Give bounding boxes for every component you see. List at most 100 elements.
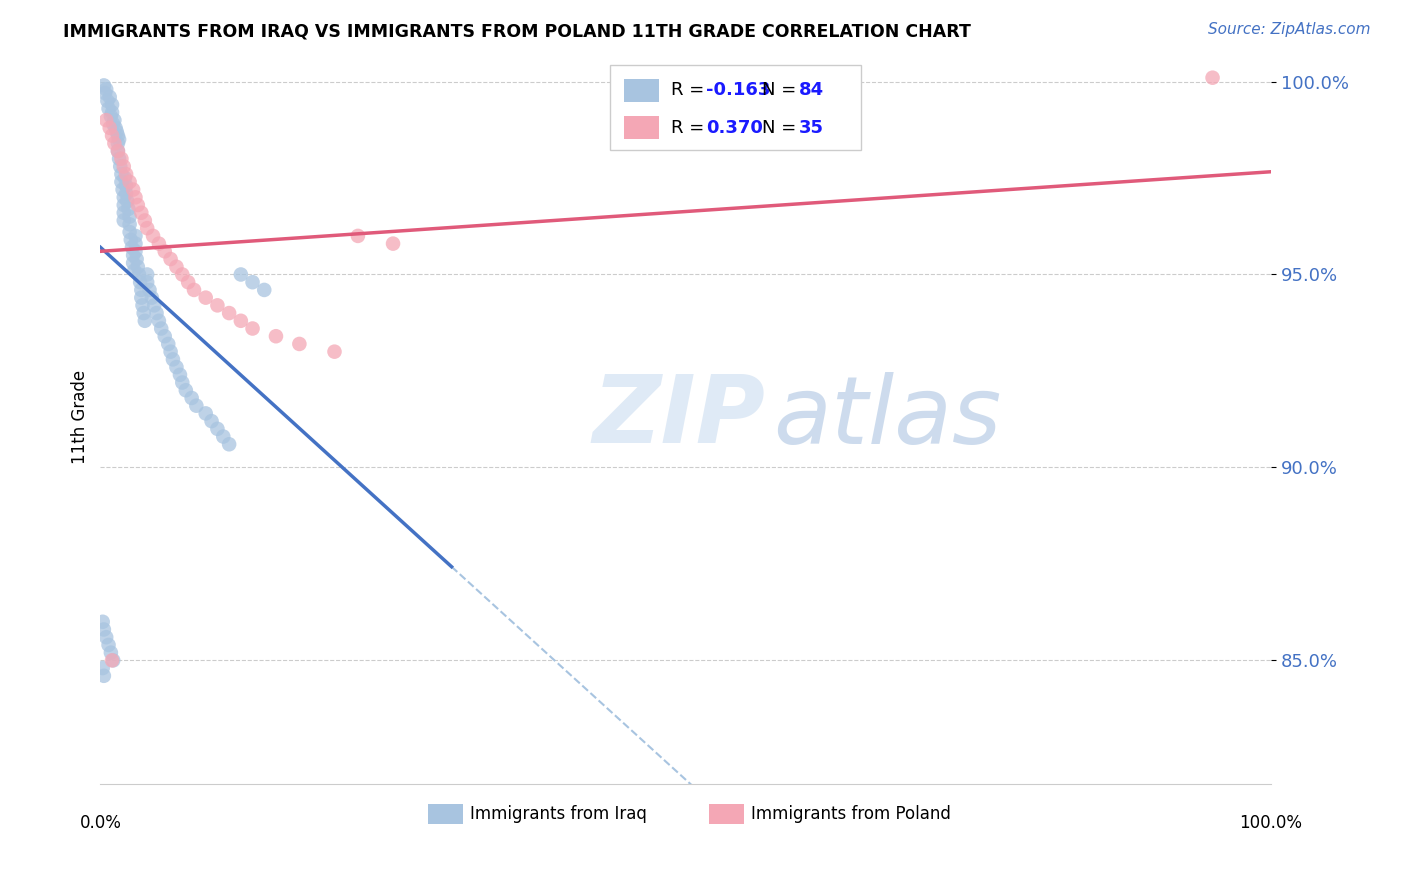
Point [94,86,117,100]
Point [229,314,252,328]
Point [136,275,159,289]
Point [91,661,114,675]
Point [138,283,160,297]
Point [194,291,217,305]
Point [93,78,115,93]
Point [1201,70,1223,85]
Point [148,314,170,328]
Point [207,298,229,312]
Point [264,329,287,343]
Point [159,252,181,266]
Point [131,291,153,305]
Point [112,206,135,220]
Point [96,113,118,128]
Point [103,653,125,667]
Point [382,236,405,251]
Point [165,360,187,375]
Point [142,228,165,243]
Point [108,152,131,166]
Y-axis label: 11th Grade: 11th Grade [72,370,89,465]
Point [172,268,194,282]
Text: R =: R = [671,81,710,99]
Point [121,240,143,254]
Point [96,82,118,96]
Point [112,190,135,204]
Point [112,213,135,227]
FancyBboxPatch shape [624,78,659,103]
Point [128,268,150,282]
Point [218,306,240,320]
Point [96,94,118,108]
Point [117,194,139,209]
Point [150,321,173,335]
Point [165,260,187,274]
Point [107,144,129,158]
Point [242,321,264,335]
Point [148,236,170,251]
Point [122,256,145,270]
Point [115,167,138,181]
Point [242,275,264,289]
Text: 0.0%: 0.0% [79,814,121,832]
Point [114,171,136,186]
Point [98,90,121,104]
Point [108,132,131,146]
Point [115,186,138,201]
Point [136,221,159,235]
Point [212,429,235,443]
Point [180,391,202,405]
Point [177,275,200,289]
Text: 35: 35 [799,119,824,136]
Point [93,669,115,683]
Point [118,217,141,231]
FancyBboxPatch shape [610,65,862,150]
Point [124,244,146,259]
Point [174,384,197,398]
Point [97,638,120,652]
Point [127,260,149,274]
Point [103,136,125,151]
Point [122,183,145,197]
Point [131,283,153,297]
Point [120,233,142,247]
Point [131,298,153,312]
Point [131,206,153,220]
Point [159,344,181,359]
Point [127,198,149,212]
Text: N =: N = [762,81,801,99]
Point [143,298,166,312]
Point [110,160,132,174]
Point [253,283,276,297]
Point [200,414,222,428]
Point [162,352,184,367]
Point [103,113,125,128]
Point [104,120,127,135]
Point [96,630,118,644]
Text: ZIP: ZIP [592,371,765,463]
Point [124,228,146,243]
Point [107,136,129,151]
Point [153,329,176,343]
Text: atlas: atlas [773,372,1002,463]
Point [100,109,122,123]
Text: R =: R = [671,119,710,136]
Point [129,275,152,289]
Point [117,202,139,216]
Text: 100.0%: 100.0% [1240,814,1302,832]
Point [145,306,167,320]
Point [110,175,132,189]
Point [347,228,370,243]
Point [100,646,122,660]
Point [124,236,146,251]
Point [153,244,176,259]
Point [172,376,194,390]
Point [134,213,156,227]
Point [101,105,124,120]
Point [93,623,115,637]
Text: N =: N = [762,119,801,136]
Point [105,125,128,139]
Point [183,283,205,297]
Text: IMMIGRANTS FROM IRAQ VS IMMIGRANTS FROM POLAND 11TH GRADE CORRELATION CHART: IMMIGRANTS FROM IRAQ VS IMMIGRANTS FROM … [63,22,972,40]
Point [101,653,124,667]
Point [98,120,121,135]
